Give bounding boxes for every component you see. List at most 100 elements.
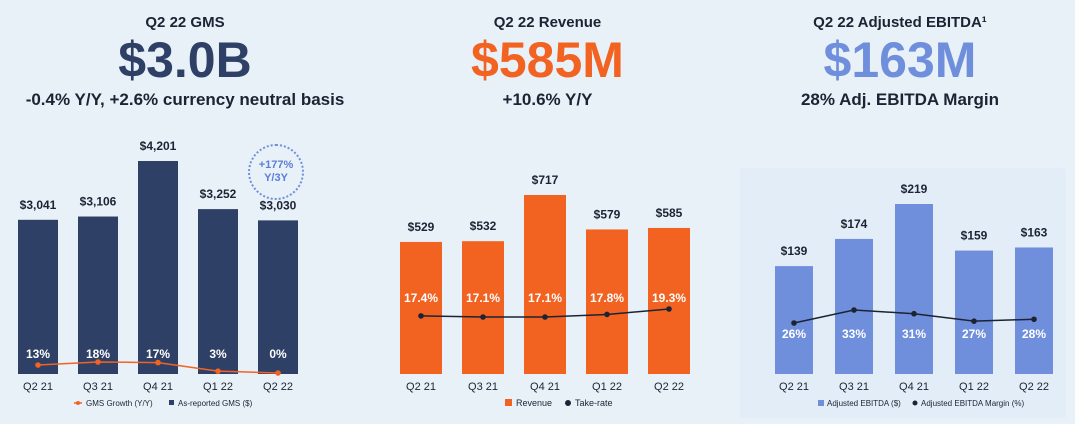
x-tick-label: Q2 22: [654, 381, 684, 393]
ebitda-chart: $139 Q2 21 26% $174 Q3 21 33% $219 Q4 21 31% $159…: [775, 182, 1053, 408]
legend-bar-marker: [169, 400, 174, 405]
x-tick-label: Q2 21: [406, 381, 436, 393]
ebitda-panel: Q2 22 Adjusted EBITDA¹ $163M 28% Adj. EB…: [725, 0, 1075, 424]
bar: [18, 219, 58, 374]
legend-bar-label: Revenue: [516, 398, 552, 408]
line-value-label: 33%: [842, 327, 866, 341]
gms-kpi-subtitle: -0.4% Y/Y, +2.6% currency neutral basis: [25, 90, 345, 109]
line-value-label: 26%: [782, 327, 806, 341]
x-tick-label: Q3 21: [468, 381, 498, 393]
bar: [462, 241, 504, 374]
line-point: [666, 306, 672, 312]
bar: [835, 238, 873, 374]
bar-value-label: $4,201: [140, 139, 177, 153]
bar-value-label: $717: [532, 173, 559, 187]
line-point: [418, 313, 424, 319]
revenue-kpi-subtitle: +10.6% Y/Y: [502, 90, 593, 109]
legend-bar-marker: [505, 399, 512, 406]
line-point: [971, 318, 977, 324]
revenue-kpi-label: Q2 22 Revenue: [493, 14, 602, 31]
x-tick-label: Q2 22: [1019, 381, 1049, 393]
line-value-label: 17.1%: [466, 291, 500, 305]
bar: [78, 216, 118, 374]
line-value-label: 17.8%: [590, 291, 624, 305]
x-tick-label: Q1 22: [592, 381, 622, 393]
bar: [1015, 247, 1053, 374]
bar: [895, 204, 933, 374]
x-tick-label: Q2 21: [23, 381, 53, 393]
line-value-label: 17.4%: [404, 291, 438, 305]
bar-value-label: $3,030: [260, 198, 297, 212]
line-value-label: 3%: [209, 347, 227, 361]
x-tick-label: Q3 21: [83, 381, 113, 393]
bar-value-label: $174: [841, 217, 868, 231]
ebitda-kpi-value: $163M: [823, 32, 977, 88]
line-value-label: 17.1%: [528, 291, 562, 305]
badge-line2: Y/3Y: [264, 172, 288, 184]
gms-panel: Q2 22 GMS $3.0B -0.4% Y/Y, +2.6% currenc…: [0, 0, 370, 424]
bar: [586, 229, 628, 374]
line-value-label: 31%: [902, 327, 926, 341]
line-point: [542, 314, 548, 320]
gms-kpi-label: Q2 22 GMS: [145, 14, 225, 31]
bar: [524, 195, 566, 374]
x-tick-label: Q1 22: [959, 381, 989, 393]
line-point: [95, 359, 101, 365]
line-value-label: 27%: [962, 327, 986, 341]
line-value-label: 17%: [146, 347, 170, 361]
bar-value-label: $579: [594, 207, 621, 221]
line-point: [1031, 316, 1037, 323]
bar: [648, 227, 690, 374]
line-point: [275, 370, 281, 376]
bar: [198, 209, 238, 374]
line-value-label: 19.3%: [652, 291, 686, 305]
revenue-panel: Q2 22 Revenue $585M +10.6% Y/Y $529 Q2 21…: [370, 0, 725, 424]
x-tick-label: Q3 21: [839, 381, 869, 393]
line-value-label: 18%: [86, 347, 110, 361]
x-tick-label: Q1 22: [203, 381, 233, 393]
gms-kpi-value: $3.0B: [118, 32, 252, 88]
bar-value-label: $529: [408, 220, 435, 234]
line-value-label: 13%: [26, 347, 50, 361]
bar-value-label: $219: [901, 182, 928, 196]
legend-line-dot: [76, 401, 80, 405]
bar-value-label: $139: [781, 244, 808, 258]
bar-value-label: $3,041: [20, 198, 57, 212]
bar-value-label: $585: [656, 206, 683, 220]
line-point: [480, 314, 486, 320]
growth-badge: +177% Y/3Y: [248, 144, 304, 200]
bar: [258, 220, 298, 374]
gms-chart: $3,041 Q2 21 13% $3,106 Q3 21 18% $4,201 Q4 21 1…: [18, 139, 298, 408]
line-point: [911, 310, 917, 317]
legend-bar-marker: [818, 400, 824, 406]
x-tick-label: Q4 21: [899, 381, 929, 393]
bar-value-label: $159: [961, 229, 988, 243]
x-tick-label: Q4 21: [143, 381, 173, 393]
bar: [400, 241, 442, 374]
badge-line1: +177%: [258, 159, 294, 171]
legend-line-marker: [565, 400, 571, 406]
line-point: [35, 362, 41, 368]
line-point: [791, 320, 797, 326]
legend-line-label: GMS Growth (Y/Y): [86, 399, 153, 408]
x-tick-label: Q2 21: [779, 381, 809, 393]
line-point: [851, 307, 857, 313]
line-point: [155, 359, 161, 366]
x-tick-label: Q4 21: [530, 381, 560, 393]
bar-value-label: $3,106: [80, 195, 117, 209]
legend-bar-label: As-reported GMS ($): [178, 399, 253, 408]
legend-line-label: Take-rate: [575, 398, 613, 408]
line-point: [215, 368, 221, 374]
legend-bar-label: Adjusted EBITDA ($): [827, 399, 901, 408]
revenue-chart: $529 Q2 21 17.4% $532 Q3 21 17.1% $717 Q4 21 17.…: [400, 173, 690, 408]
bar-value-label: $532: [470, 219, 497, 233]
bar: [138, 161, 178, 374]
line-value-label: 28%: [1022, 327, 1046, 341]
ebitda-kpi-subtitle: 28% Adj. EBITDA Margin: [800, 90, 1000, 109]
legend-line-label: Adjusted EBITDA Margin (%): [921, 399, 1024, 408]
ebitda-kpi-label: Q2 22 Adjusted EBITDA¹: [813, 14, 987, 31]
bar-value-label: $3,252: [200, 187, 237, 201]
legend-line-marker: [912, 400, 918, 406]
x-tick-label: Q2 22: [263, 381, 293, 393]
bar: [955, 250, 993, 374]
